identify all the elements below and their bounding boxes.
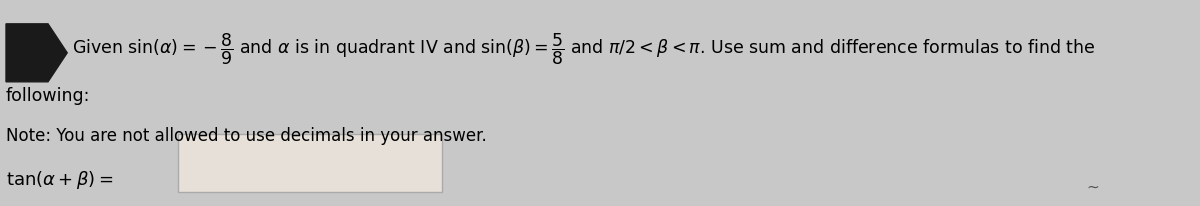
Text: Note: You are not allowed to use decimals in your answer.: Note: You are not allowed to use decimal… [6,126,487,144]
Text: Given $\sin(\alpha) = -\dfrac{8}{9}$ and $\alpha$ is in quadrant IV and $\sin(\b: Given $\sin(\alpha) = -\dfrac{8}{9}$ and… [72,32,1096,67]
Polygon shape [6,25,67,82]
FancyBboxPatch shape [178,134,442,192]
Text: following:: following: [6,87,90,105]
Text: ~: ~ [1086,179,1099,194]
Text: $\tan(\alpha + \beta) = $: $\tan(\alpha + \beta) = $ [6,168,114,190]
